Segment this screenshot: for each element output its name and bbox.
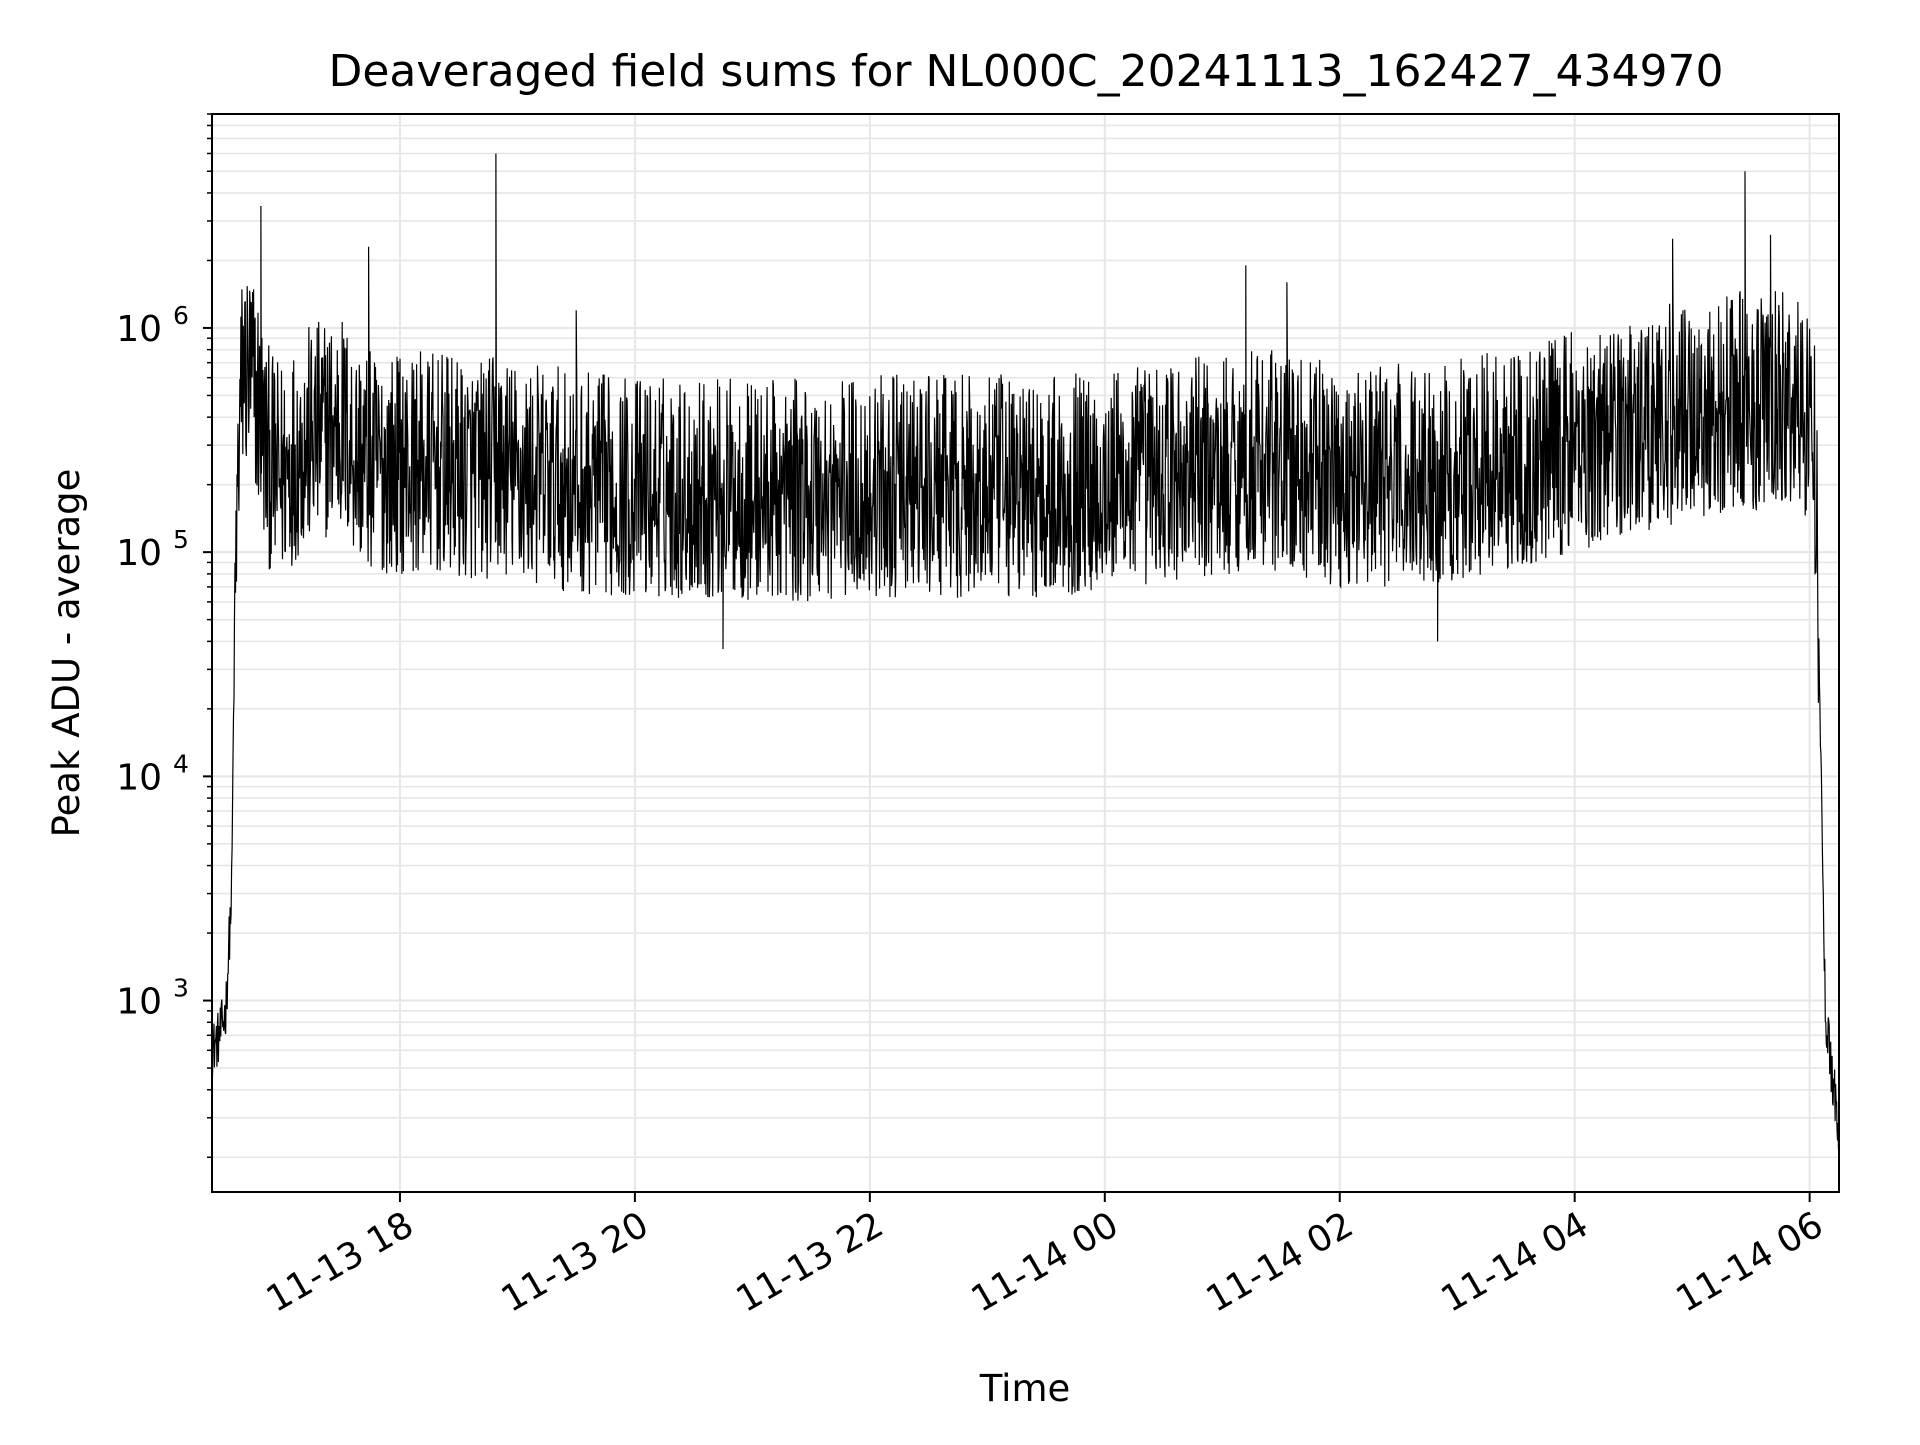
y-tick-label-exponent: 5 — [173, 525, 189, 554]
x-tick-label: 11-14 02 — [1200, 1204, 1361, 1320]
grid-layer — [212, 113, 1839, 1192]
x-axis-label: Time — [979, 1367, 1071, 1410]
y-tick-label: 10 — [116, 309, 162, 350]
y-tick-label-exponent: 6 — [173, 301, 189, 330]
x-tick-label: 11-14 06 — [1669, 1204, 1830, 1320]
ticks-layer: 10 3 10 4 10 5 10 6 11-13 18 11-13 20 11-13 22 11-1… — [116, 113, 1830, 1321]
series-layer — [212, 153, 1839, 1151]
y-tick-label: 10 — [116, 982, 162, 1023]
y-tick-label-exponent: 3 — [173, 974, 189, 1003]
x-tick-label: 11-14 00 — [965, 1204, 1126, 1320]
x-tick-label: 11-13 22 — [730, 1204, 891, 1320]
y-tick-label-exponent: 4 — [173, 749, 189, 778]
x-tick-label: 11-14 04 — [1435, 1204, 1596, 1320]
x-tick-label: 11-13 20 — [495, 1204, 656, 1320]
y-tick-label: 10 — [116, 533, 162, 574]
plot-area-frame — [211, 113, 1840, 1193]
x-tick-label: 11-13 18 — [260, 1204, 421, 1320]
y-axis-label: Peak ADU - average — [45, 469, 88, 838]
y-tick-label: 10 — [116, 757, 162, 798]
series-line — [212, 153, 1839, 1151]
chart-title: Deaveraged field sums for NL000C_2024111… — [328, 46, 1723, 97]
